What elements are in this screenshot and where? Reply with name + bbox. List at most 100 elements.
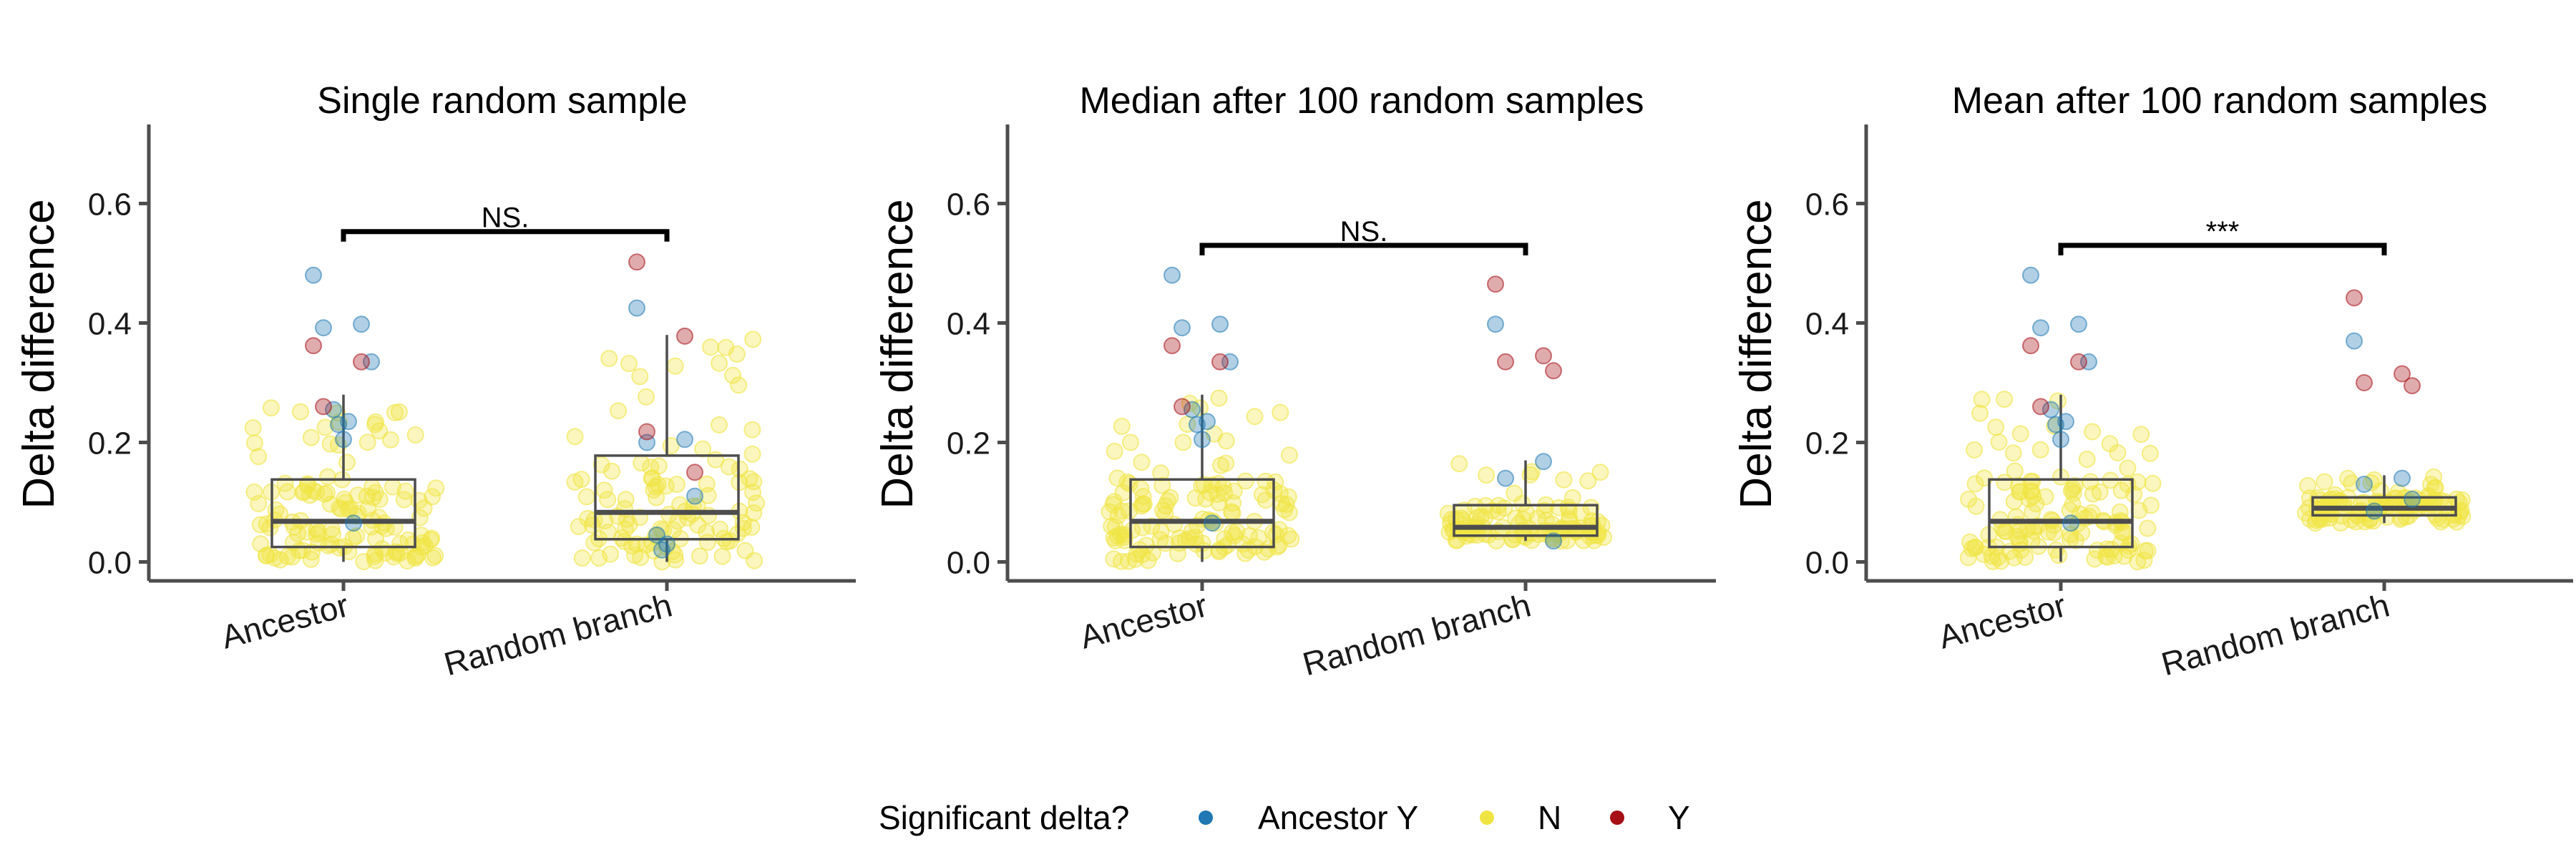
y-tick-label: 0.2 bbox=[88, 426, 132, 461]
point-n bbox=[720, 458, 738, 476]
point-n bbox=[1133, 454, 1151, 471]
x-tick-label: Ancestor bbox=[1935, 586, 2070, 655]
point-y bbox=[1163, 337, 1181, 355]
point-n bbox=[1174, 434, 1192, 451]
panel-title: Single random sample bbox=[317, 80, 687, 122]
point-ancestor-y bbox=[1163, 266, 1181, 284]
point-n bbox=[1106, 442, 1123, 460]
point-n bbox=[711, 416, 728, 434]
legend-label: Y bbox=[1668, 799, 1690, 836]
x-tick-label: Ancestor bbox=[1076, 586, 1211, 655]
point-n bbox=[590, 549, 608, 567]
point-n bbox=[595, 481, 613, 499]
point-n bbox=[2115, 524, 2133, 542]
point-n bbox=[2112, 481, 2130, 499]
point-y bbox=[1535, 347, 1552, 365]
point-n bbox=[2078, 451, 2096, 468]
point-n bbox=[2299, 476, 2317, 494]
point-n bbox=[2010, 476, 2028, 494]
point-n bbox=[2129, 553, 2147, 571]
point-n bbox=[702, 338, 719, 356]
point-y bbox=[305, 337, 322, 355]
significance-label: *** bbox=[2206, 216, 2240, 248]
point-n bbox=[1987, 418, 2005, 436]
point-n bbox=[1101, 503, 1118, 521]
point-n bbox=[1267, 473, 1284, 491]
point-ancestor-y bbox=[353, 315, 370, 333]
point-n bbox=[338, 454, 356, 471]
point-n bbox=[2006, 462, 2024, 480]
point-n bbox=[1152, 464, 1170, 482]
point-n bbox=[381, 431, 399, 449]
point-n bbox=[276, 474, 294, 492]
point-n bbox=[1279, 526, 1297, 544]
significance-label: NS. bbox=[482, 202, 530, 234]
point-y bbox=[2022, 337, 2039, 355]
point-n bbox=[743, 421, 761, 439]
point-ancestor-y bbox=[2070, 315, 2087, 333]
point-n bbox=[250, 495, 268, 512]
point-n bbox=[2139, 519, 2157, 537]
point-n bbox=[2141, 444, 2159, 462]
point-ancestor-y bbox=[1174, 319, 1191, 337]
box-iqr bbox=[1129, 478, 1275, 549]
point-n bbox=[2426, 479, 2444, 497]
point-n bbox=[2129, 473, 2147, 491]
point-ancestor-y bbox=[1487, 315, 1504, 333]
point-n bbox=[2061, 501, 2079, 519]
point-n bbox=[366, 416, 384, 434]
y-tick-label: 0.0 bbox=[1805, 546, 1849, 581]
point-n bbox=[2316, 473, 2333, 491]
panel-1: Single random sample Delta difference 0.0 0… bbox=[14, 80, 856, 682]
point-y bbox=[2356, 374, 2373, 391]
significance-bracket bbox=[2058, 243, 2387, 255]
y-tick-label: 0.0 bbox=[947, 546, 990, 581]
point-n bbox=[566, 428, 584, 446]
point-y bbox=[1487, 275, 1504, 293]
point-n bbox=[2024, 503, 2041, 521]
point-n bbox=[1990, 434, 2008, 451]
point-n bbox=[642, 459, 660, 476]
legend-title: Significant delta? bbox=[879, 799, 1129, 836]
point-n bbox=[577, 488, 595, 506]
point-n bbox=[2011, 483, 2029, 501]
point-y bbox=[2404, 377, 2421, 395]
point-n bbox=[2084, 485, 2102, 503]
point-ancestor-y bbox=[2404, 490, 2421, 508]
point-n bbox=[426, 547, 444, 564]
point-n bbox=[724, 366, 741, 384]
point-ancestor-y bbox=[676, 431, 693, 449]
point-n bbox=[699, 486, 717, 504]
point-n bbox=[1210, 389, 1228, 407]
point-y bbox=[676, 327, 693, 345]
point-n bbox=[1105, 550, 1123, 568]
point-ancestor-y bbox=[1199, 413, 1216, 431]
point-ancestor-y bbox=[1545, 532, 1562, 550]
point-n bbox=[1217, 454, 1235, 472]
point-ancestor-y bbox=[1194, 431, 1211, 449]
point-ancestor-y bbox=[2346, 332, 2363, 350]
point-ancestor-y bbox=[1184, 401, 1201, 418]
point-n bbox=[371, 491, 389, 508]
x-tick-label: Random branch bbox=[2157, 586, 2394, 682]
point-ancestor-y bbox=[1189, 416, 1206, 434]
point-y bbox=[686, 464, 703, 481]
point-n bbox=[2362, 474, 2380, 491]
point-ancestor-y bbox=[628, 299, 645, 317]
point-n bbox=[336, 490, 353, 508]
point-n bbox=[600, 350, 618, 368]
point-n bbox=[1161, 489, 1179, 506]
point-ancestor-y bbox=[1204, 514, 1221, 532]
point-n bbox=[399, 552, 416, 569]
point-y bbox=[2394, 365, 2411, 383]
point-n bbox=[1116, 526, 1133, 544]
point-n bbox=[1186, 529, 1204, 547]
y-tick-label: 0.2 bbox=[1805, 426, 1849, 461]
point-n bbox=[1253, 486, 1271, 504]
point-ancestor-y bbox=[1497, 469, 1514, 487]
point-n bbox=[617, 520, 634, 538]
point-y bbox=[1497, 353, 1514, 371]
point-n bbox=[2067, 532, 2084, 549]
point-n bbox=[1961, 533, 1979, 551]
